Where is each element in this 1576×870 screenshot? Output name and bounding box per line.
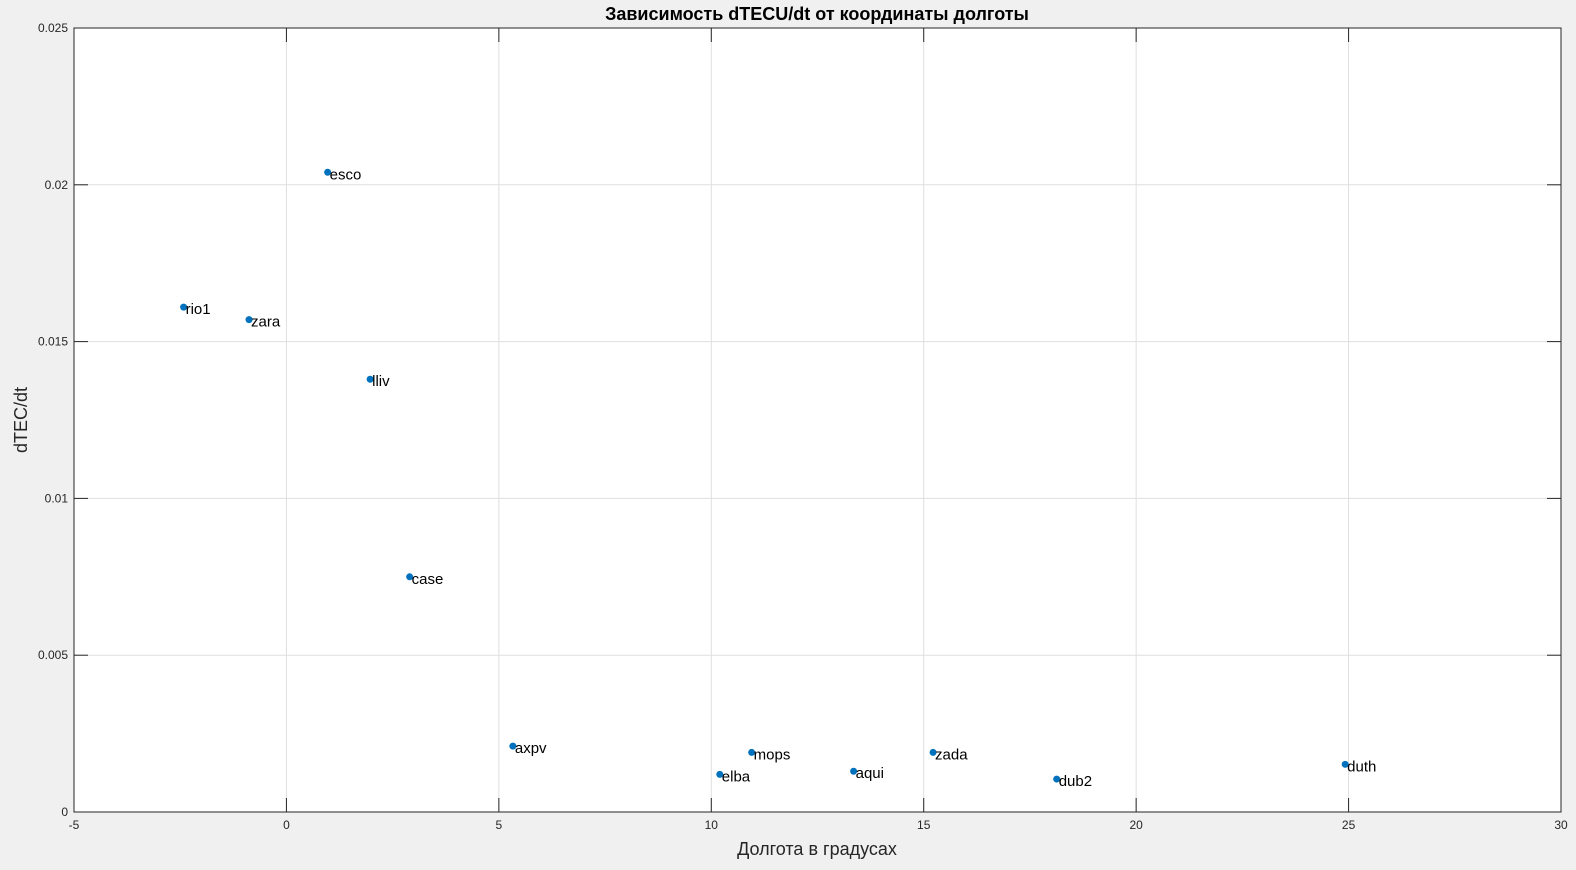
data-point-axpv: [509, 742, 517, 750]
x-tick-label: 0: [283, 818, 290, 832]
y-tick-label: 0.015: [38, 335, 68, 349]
y-tick-labels: 0 0.005 0.01 0.015 0.02 0.025: [38, 21, 68, 819]
y-tick-label: 0.025: [38, 21, 68, 35]
point-label-aqui: aqui: [856, 765, 884, 782]
data-point-rio1: [180, 303, 188, 311]
y-tick-label: 0.005: [38, 648, 68, 662]
data-point-zara: [245, 316, 253, 324]
x-tick-label: 10: [705, 818, 719, 832]
point-label-case: case: [412, 571, 444, 588]
data-point-mops: [748, 748, 756, 756]
point-label-axpv: axpv: [515, 740, 547, 757]
point-label-zara: zara: [251, 314, 281, 331]
x-tick-labels: -5 0 5 10 15 20 25 30: [69, 818, 1568, 832]
x-tick-label: -5: [69, 818, 80, 832]
axes: [73, 27, 1562, 813]
data-point-zada: [929, 748, 937, 756]
data-point-lliv: [366, 375, 374, 383]
point-label-rio1: rio1: [186, 301, 211, 318]
y-tick-label: 0.02: [45, 178, 69, 192]
x-tick-label: 20: [1129, 818, 1143, 832]
point-label-lliv: lliv: [372, 373, 390, 390]
plot-area: [74, 28, 1561, 812]
point-label-zada: zada: [935, 746, 968, 763]
y-tick-label: 0.01: [45, 491, 69, 505]
chart-title: Зависимость dTECU/dt от координаты долго…: [605, 4, 1029, 24]
point-label-dub2: dub2: [1059, 773, 1092, 790]
point-label-elba: elba: [722, 768, 751, 785]
data-point-case: [406, 573, 414, 581]
x-tick-label: 15: [917, 818, 931, 832]
point-label-esco: esco: [330, 166, 362, 183]
data-point-aqui: [850, 767, 858, 775]
data-point-dub2: [1053, 775, 1061, 783]
x-axis-label: Долгота в градусах: [737, 839, 897, 859]
x-tick-label: 25: [1342, 818, 1356, 832]
x-tick-label: 30: [1554, 818, 1568, 832]
data-point-esco: [324, 168, 332, 176]
data-point-elba: [716, 770, 724, 778]
x-tick-label: 5: [496, 818, 503, 832]
y-axis-label: dTEC/dt: [11, 387, 31, 453]
point-label-duth: duth: [1347, 758, 1376, 775]
y-tick-label: 0: [61, 805, 68, 819]
axes-box: [73, 27, 1562, 813]
point-label-mops: mops: [754, 746, 791, 763]
data-point-duth: [1341, 760, 1349, 768]
